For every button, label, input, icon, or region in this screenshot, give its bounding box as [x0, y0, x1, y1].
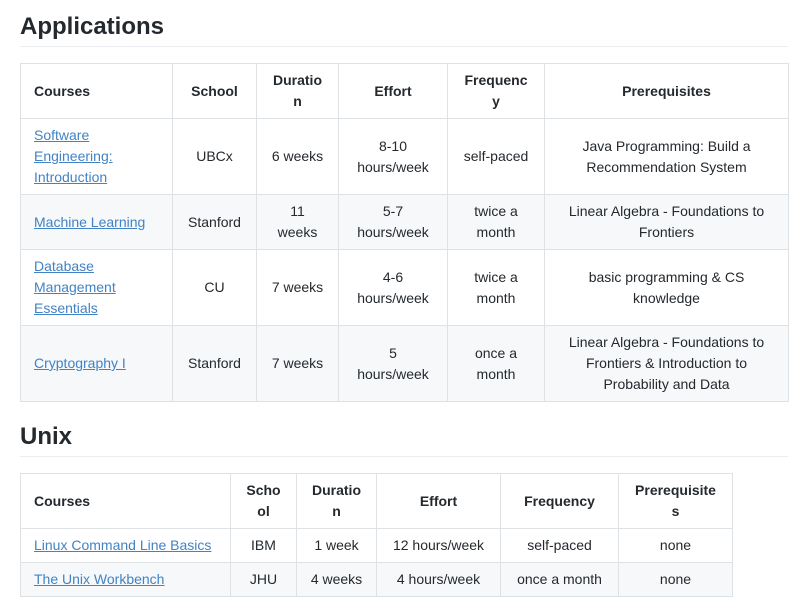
page-title: Applications	[20, 12, 788, 47]
column-header-prerequisites: Prerequisites	[544, 63, 789, 119]
school-cell: JHU	[230, 562, 297, 597]
duration-cell: 7 weeks	[256, 249, 339, 326]
school-cell: Stanford	[172, 194, 257, 250]
duration-cell: 6 weeks	[256, 118, 339, 195]
effort-cell: 12 hours/week	[376, 528, 501, 563]
table-row: Cryptography I Stanford 7 weeks 5 hours/…	[20, 325, 789, 402]
markdown-body: Applications Courses School Duration Eff…	[20, 12, 800, 597]
prerequisites-cell: none	[618, 528, 733, 563]
effort-cell: 4-6 hours/week	[338, 249, 448, 326]
course-cell: The Unix Workbench	[20, 562, 231, 597]
section-applications: Applications Courses School Duration Eff…	[20, 12, 789, 402]
column-header-frequency: Frequency	[447, 63, 545, 119]
column-header-school: School	[230, 473, 297, 529]
column-header-effort: Effort	[338, 63, 448, 119]
section-heading-unix: Unix	[20, 422, 788, 457]
duration-cell: 4 weeks	[296, 562, 377, 597]
column-header-duration: Duration	[296, 473, 377, 529]
table-row: Linux Command Line Basics IBM 1 week 12 …	[20, 528, 733, 563]
column-header-courses: Courses	[20, 63, 173, 119]
column-header-effort: Effort	[376, 473, 501, 529]
course-link[interactable]: Database Management Essentials	[34, 258, 116, 316]
table-row: Machine Learning Stanford 11 weeks 5-7 h…	[20, 194, 789, 250]
unix-table: Courses School Duration Effort Frequency…	[20, 473, 733, 597]
table-row: Database Management Essentials CU 7 week…	[20, 249, 789, 326]
frequency-cell: once a month	[447, 325, 545, 402]
course-link[interactable]: Linux Command Line Basics	[34, 537, 212, 553]
effort-cell: 5 hours/week	[338, 325, 448, 402]
frequency-cell: twice a month	[447, 194, 545, 250]
applications-table: Courses School Duration Effort Frequency…	[20, 63, 789, 402]
table-header-row: Courses School Duration Effort Frequency…	[20, 63, 789, 119]
column-header-frequency: Frequency	[500, 473, 619, 529]
frequency-cell: self-paced	[500, 528, 619, 563]
course-cell: Software Engineering: Introduction	[20, 118, 173, 195]
course-cell: Database Management Essentials	[20, 249, 173, 326]
column-header-prerequisites: Prerequisites	[618, 473, 733, 529]
course-link[interactable]: The Unix Workbench	[34, 571, 165, 587]
course-link[interactable]: Software Engineering: Introduction	[34, 127, 113, 185]
course-cell: Linux Command Line Basics	[20, 528, 231, 563]
school-cell: IBM	[230, 528, 297, 563]
course-link[interactable]: Machine Learning	[34, 213, 146, 230]
column-header-school: School	[172, 63, 257, 119]
section-unix: Unix Courses School Duration Effort Freq…	[20, 422, 788, 597]
column-header-duration: Duration	[256, 63, 339, 119]
table-row: Software Engineering: Introduction UBCx …	[20, 118, 789, 195]
duration-cell: 11 weeks	[256, 194, 339, 250]
effort-cell: 8-10 hours/week	[338, 118, 448, 195]
column-header-courses: Courses	[20, 473, 231, 529]
prerequisites-cell: basic programming & CS knowledge	[544, 249, 789, 326]
table-row: The Unix Workbench JHU 4 weeks 4 hours/w…	[20, 562, 733, 597]
course-link[interactable]: Cryptography I	[34, 355, 126, 371]
prerequisites-cell: Java Programming: Build a Recommendation…	[544, 118, 789, 195]
course-cell: Cryptography I	[20, 325, 173, 402]
school-cell: UBCx	[172, 118, 257, 195]
effort-cell: 4 hours/week	[376, 562, 501, 597]
duration-cell: 1 week	[296, 528, 377, 563]
effort-cell: 5-7 hours/week	[338, 194, 448, 250]
frequency-cell: once a month	[500, 562, 619, 597]
frequency-cell: twice a month	[447, 249, 545, 326]
duration-cell: 7 weeks	[256, 325, 339, 402]
frequency-cell: self-paced	[447, 118, 545, 195]
prerequisites-cell: Linear Algebra - Foundations to Frontier…	[544, 325, 789, 402]
prerequisites-cell: none	[618, 562, 733, 597]
prerequisites-cell: Linear Algebra - Foundations to Frontier…	[544, 194, 789, 250]
course-cell: Machine Learning	[20, 194, 173, 250]
school-cell: CU	[172, 249, 257, 326]
school-cell: Stanford	[172, 325, 257, 402]
table-header-row: Courses School Duration Effort Frequency…	[20, 473, 733, 529]
